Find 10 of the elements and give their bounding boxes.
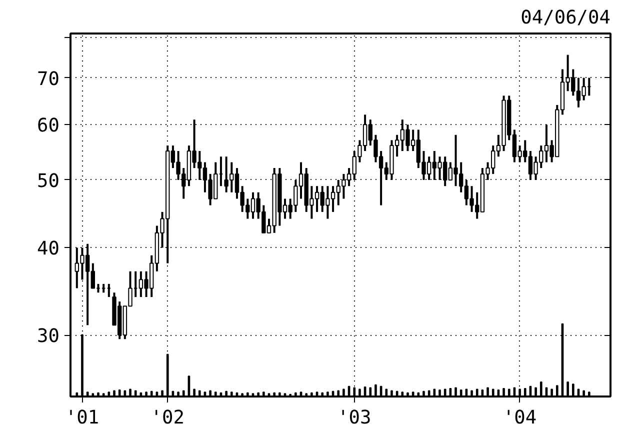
text: 04/06/04	[520, 8, 611, 28]
y-tick-label: 50	[37, 170, 60, 192]
y-tick-label: 60	[37, 116, 60, 137]
y-tick-label: 40	[37, 238, 60, 260]
x-tick-label: '04	[502, 408, 537, 428]
y-tick-label: 30	[37, 326, 60, 348]
x-tick-label: '02	[150, 408, 184, 428]
x-tick-label: '01	[65, 408, 100, 428]
y-tick-label: 70	[37, 68, 60, 90]
x-tick-label: '03	[338, 408, 372, 428]
